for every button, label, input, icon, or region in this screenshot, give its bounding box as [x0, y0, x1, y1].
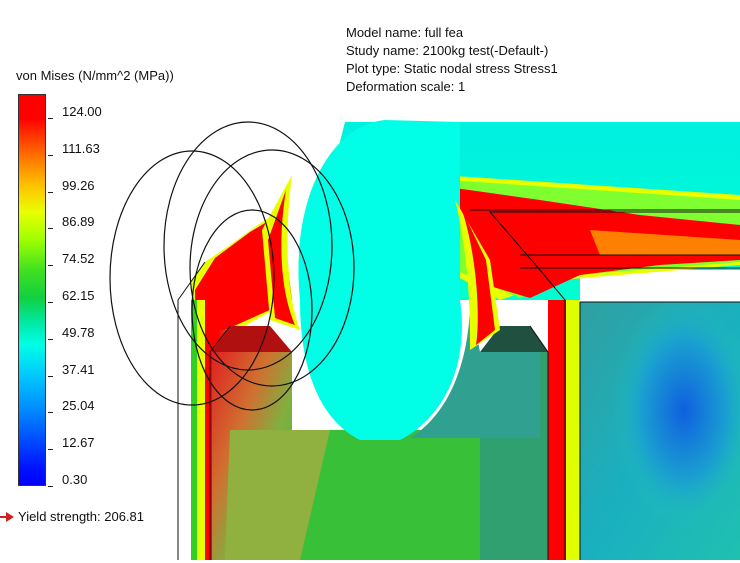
plot-type: Plot type: Static nodal stress Stress1 — [346, 61, 558, 76]
stress-colorbar — [18, 94, 46, 486]
deformation-scale: Deformation scale: 1 — [346, 79, 466, 94]
legend-tick-mark — [48, 154, 53, 156]
study-name: Study name: 2100kg test(-Default-) — [346, 43, 549, 58]
right-inner-post-top — [480, 326, 548, 352]
right-inner-column-edge — [566, 300, 580, 560]
legend-tick-label: 12.67 — [62, 435, 95, 451]
legend-tick-label: 49.78 — [62, 324, 95, 340]
lower-left-block-green — [260, 430, 540, 560]
outline-right-inner — [488, 211, 740, 560]
wire-circle-4 — [191, 209, 313, 411]
study-info: Model name: full fea Study name: 2100kg … — [346, 24, 558, 96]
legend-tick-mark — [48, 302, 53, 303]
left-post-strip — [197, 300, 205, 560]
legend-tick-label: 62.15 — [62, 288, 95, 303]
legend-tick-label: 37.41 — [62, 361, 95, 377]
legend-tick-mark — [48, 412, 53, 414]
legend-tick-mark — [48, 449, 53, 451]
wire-circle-2 — [163, 121, 333, 371]
legend-tick-label: 0.30 — [62, 472, 88, 487]
lower-left-dark-cap — [212, 326, 292, 352]
wire-circle-1 — [109, 150, 275, 406]
cylinder-left-red — [268, 190, 295, 325]
legend-tick-label: 86.89 — [62, 214, 95, 230]
left-wall-red — [195, 214, 292, 560]
legend-tick-mark — [48, 191, 53, 193]
cylinder-shade — [410, 300, 540, 438]
yield-strength-label: Yield strength: 206.81 — [18, 509, 144, 524]
top-bar-orange — [590, 230, 740, 255]
legend-tick-mark — [48, 338, 53, 340]
legend-tick-mark — [48, 265, 53, 267]
legend-tick-label: 111.63 — [62, 140, 100, 156]
cylinder-right-red — [462, 210, 495, 345]
legend-tick-label: 124.00 — [62, 104, 102, 119]
wire-circle-3 — [189, 149, 355, 387]
legend-tick-mark — [48, 375, 53, 377]
legend-tick-mark — [48, 118, 53, 119]
arrow-right-icon — [0, 511, 14, 522]
yield-strength: Yield strength: 206.81 — [0, 509, 144, 524]
lower-left-block-mid — [225, 430, 330, 560]
legend-tick-label: 99.26 — [62, 177, 95, 193]
outline-right-inner2 — [529, 325, 549, 560]
right-lower-spot — [580, 302, 740, 560]
legend-tick-label: 74.52 — [62, 251, 95, 267]
outline-left-inner — [209, 325, 231, 560]
legend-tick-label: 25.04 — [62, 398, 95, 414]
model-name: Model name: full fea — [346, 25, 464, 40]
cylinder-body — [298, 120, 462, 440]
legend-tick-mark — [48, 228, 53, 230]
legend-tick-mark — [48, 486, 53, 487]
legend-title: von Mises (N/mm^2 (MPa)) — [16, 68, 174, 83]
